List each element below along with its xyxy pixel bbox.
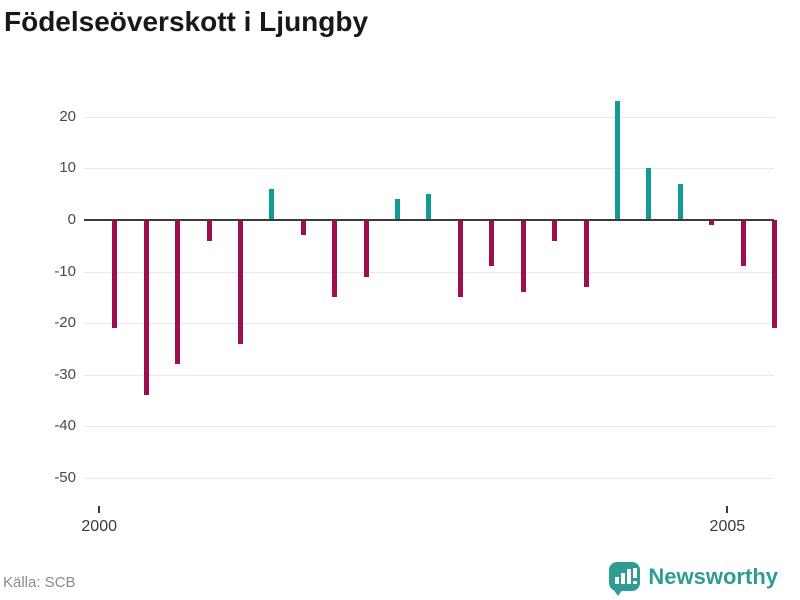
bar-2001-Q2[interactable] [269,189,275,220]
bar-2001-Q4[interactable] [332,220,338,298]
x-axis-tick [726,506,729,513]
gridline [84,426,774,428]
x-axis-label: 2000 [81,518,117,535]
source-label: Källa: SCB [3,574,76,591]
gridline [84,116,774,118]
gridline [84,477,774,479]
bar-2003-Q4[interactable] [583,220,589,287]
logo-exclamation-dot [633,581,638,584]
bar-2000-Q3[interactable] [175,220,181,365]
x-axis-tick [98,506,101,513]
y-axis-label: -30 [54,365,76,383]
bar-2005-Q2[interactable] [771,220,777,329]
page-title: Födelseöverskott i Ljungby [4,6,369,37]
gridline [84,374,774,376]
newsworthy-logo[interactable]: Newsworthy [609,562,778,596]
bar-2002-Q2[interactable] [395,199,401,220]
bar-2004-Q2[interactable] [646,168,652,220]
bar-2002-Q1[interactable] [363,220,369,277]
bar-2005-Q1[interactable] [740,220,746,267]
gridline [84,168,774,170]
y-axis-label: -10 [54,262,76,280]
y-axis-label: 0 [67,211,76,228]
birth-surplus-bar-chart: 20100-10-20-30-40-5020002005201020152020… [0,60,800,535]
y-axis-label: -40 [54,417,76,435]
bar-2001-Q1[interactable] [238,220,244,344]
y-axis-label: -20 [54,314,76,332]
newsworthy-logo-text: Newsworthy [648,563,778,589]
logo-bar-3 [627,569,632,584]
bar-2004-Q1[interactable] [614,101,620,220]
bar-2004-Q3[interactable] [677,183,683,220]
zero-line [84,219,774,221]
gridline [84,323,774,325]
y-axis-label: 10 [59,159,76,177]
bar-2003-Q3[interactable] [552,220,558,241]
bar-2000-Q2[interactable] [143,220,149,396]
y-axis-label: -50 [54,468,76,486]
bar-2002-Q3[interactable] [426,194,432,220]
y-axis-label: 20 [59,107,76,125]
logo-bar-1 [615,577,620,584]
bar-2000-Q4[interactable] [206,220,212,241]
speech-bubble-tail [613,589,624,596]
logo-bar-2 [621,573,626,584]
bar-chart-speech-bubble-icon [609,562,641,596]
logo-exclamation-top [633,568,638,578]
bar-2004-Q4[interactable] [709,220,715,226]
gridline [84,271,774,273]
bar-2001-Q3[interactable] [300,220,306,236]
bar-2000-Q1[interactable] [112,220,118,329]
bar-2003-Q2[interactable] [520,220,526,293]
x-axis-label: 2005 [709,518,746,535]
bar-2003-Q1[interactable] [489,220,495,267]
bar-2002-Q4[interactable] [457,220,463,298]
